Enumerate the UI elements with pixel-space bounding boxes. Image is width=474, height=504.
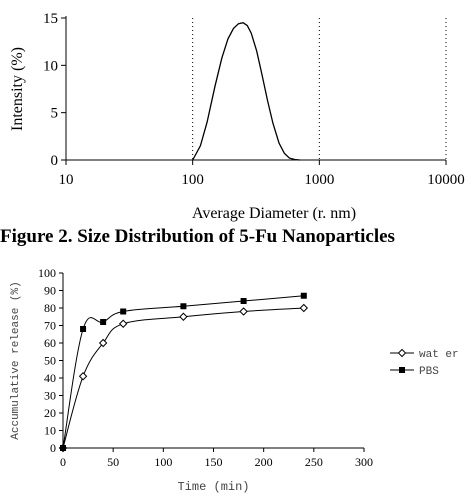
legend-label-pbs: PBS (419, 366, 439, 378)
figure-caption: Figure 2. Size Distribution of 5-Fu Nano… (0, 226, 395, 247)
data-point-water (239, 307, 248, 316)
x-tick-label: 300 (355, 455, 373, 469)
legend-marker-pbs (399, 367, 405, 373)
data-point-water (98, 338, 108, 348)
data-point-pbs (240, 298, 247, 304)
data-point-water (299, 303, 309, 313)
y-tick-label: 70 (44, 319, 56, 333)
y-tick-label: 0 (50, 441, 56, 455)
series-line-water (62, 307, 304, 449)
x-tick-label: 50 (107, 455, 119, 469)
data-point-pbs (300, 292, 307, 299)
x-tick-label: 1000 (304, 172, 334, 188)
data-point-pbs (120, 308, 127, 315)
y-axis-title: Intensity (%) (9, 47, 26, 131)
y-tick-label: 0 (51, 153, 59, 169)
y-tick-label: 100 (38, 266, 56, 280)
x-tick-label: 150 (205, 455, 223, 469)
y-axis-title: Accumulative release (%) (10, 281, 22, 439)
x-axis-title: Average Diameter (r. nm) (192, 205, 356, 222)
data-point-water (118, 319, 128, 328)
y-tick-label: 80 (44, 301, 56, 315)
y-tick-label: 10 (43, 58, 58, 74)
data-point-pbs (60, 445, 66, 451)
data-point-water (58, 443, 68, 453)
x-tick-label: 100 (154, 455, 172, 469)
y-tick-label: 50 (44, 354, 56, 368)
y-tick-label: 10 (44, 424, 56, 438)
y-tick-label: 5 (51, 106, 59, 122)
x-tick-label: 250 (305, 455, 323, 469)
y-tick-label: 20 (44, 406, 56, 420)
legend-marker-water (397, 348, 407, 358)
y-tick-label: 60 (44, 336, 56, 350)
data-point-water (78, 372, 88, 381)
x-tick-label: 10000 (427, 172, 465, 188)
x-tick-label: 10 (59, 172, 74, 188)
x-tick-label: 100 (181, 172, 204, 188)
data-point-pbs (180, 303, 187, 310)
x-tick-label: 0 (60, 455, 66, 469)
legend-label-water: wat er (419, 349, 459, 361)
data-point-pbs (80, 326, 87, 332)
series-line-pbs (62, 295, 304, 449)
y-tick-label: 30 (44, 389, 56, 403)
size-distribution-chart: 0 5 10 15 10 100 1000 10000 Average Diameter (r.… (9, 11, 465, 222)
x-tick-label: 200 (255, 455, 273, 469)
y-tick-label: 40 (44, 371, 56, 385)
x-axis-title: Time (min) (177, 480, 249, 494)
data-point-pbs (100, 319, 107, 325)
y-tick-label: 15 (43, 11, 58, 27)
data-point-water (179, 312, 188, 321)
distribution-curve (192, 22, 300, 161)
y-tick-label: 90 (44, 284, 56, 298)
